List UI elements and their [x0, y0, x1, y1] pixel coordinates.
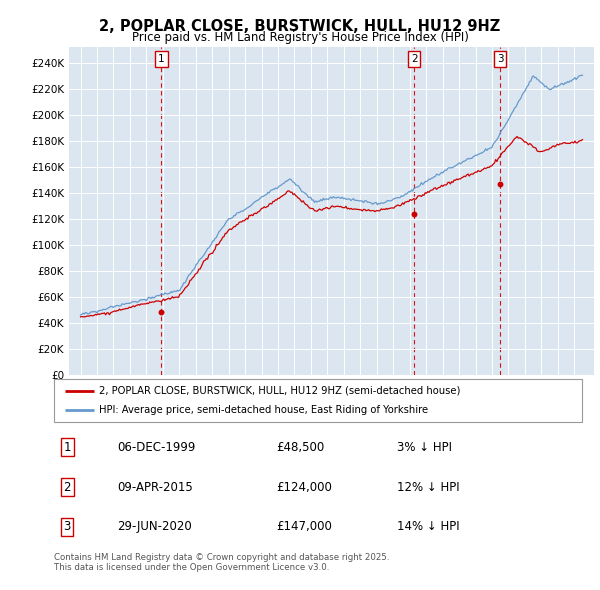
- Text: 12% ↓ HPI: 12% ↓ HPI: [397, 480, 460, 494]
- Text: 3: 3: [64, 520, 71, 533]
- Text: Price paid vs. HM Land Registry's House Price Index (HPI): Price paid vs. HM Land Registry's House …: [131, 31, 469, 44]
- Text: 29-JUN-2020: 29-JUN-2020: [118, 520, 192, 533]
- Text: 1: 1: [64, 441, 71, 454]
- Text: 2, POPLAR CLOSE, BURSTWICK, HULL, HU12 9HZ: 2, POPLAR CLOSE, BURSTWICK, HULL, HU12 9…: [100, 19, 500, 34]
- Text: This data is licensed under the Open Government Licence v3.0.: This data is licensed under the Open Gov…: [54, 563, 329, 572]
- Text: 14% ↓ HPI: 14% ↓ HPI: [397, 520, 460, 533]
- Text: £147,000: £147,000: [276, 520, 332, 533]
- FancyBboxPatch shape: [54, 379, 582, 422]
- Point: [495, 179, 505, 188]
- Text: £124,000: £124,000: [276, 480, 332, 494]
- Text: £48,500: £48,500: [276, 441, 324, 454]
- Text: 3: 3: [497, 54, 503, 64]
- Text: HPI: Average price, semi-detached house, East Riding of Yorkshire: HPI: Average price, semi-detached house,…: [99, 405, 428, 415]
- Text: 2, POPLAR CLOSE, BURSTWICK, HULL, HU12 9HZ (semi-detached house): 2, POPLAR CLOSE, BURSTWICK, HULL, HU12 9…: [99, 386, 460, 396]
- Text: 06-DEC-1999: 06-DEC-1999: [118, 441, 196, 454]
- Text: 1: 1: [158, 54, 165, 64]
- Text: 3% ↓ HPI: 3% ↓ HPI: [397, 441, 452, 454]
- Text: 2: 2: [64, 480, 71, 494]
- Text: 2: 2: [411, 54, 418, 64]
- Text: Contains HM Land Registry data © Crown copyright and database right 2025.: Contains HM Land Registry data © Crown c…: [54, 553, 389, 562]
- Text: 09-APR-2015: 09-APR-2015: [118, 480, 193, 494]
- Point: [409, 209, 419, 218]
- Point: [157, 307, 166, 316]
